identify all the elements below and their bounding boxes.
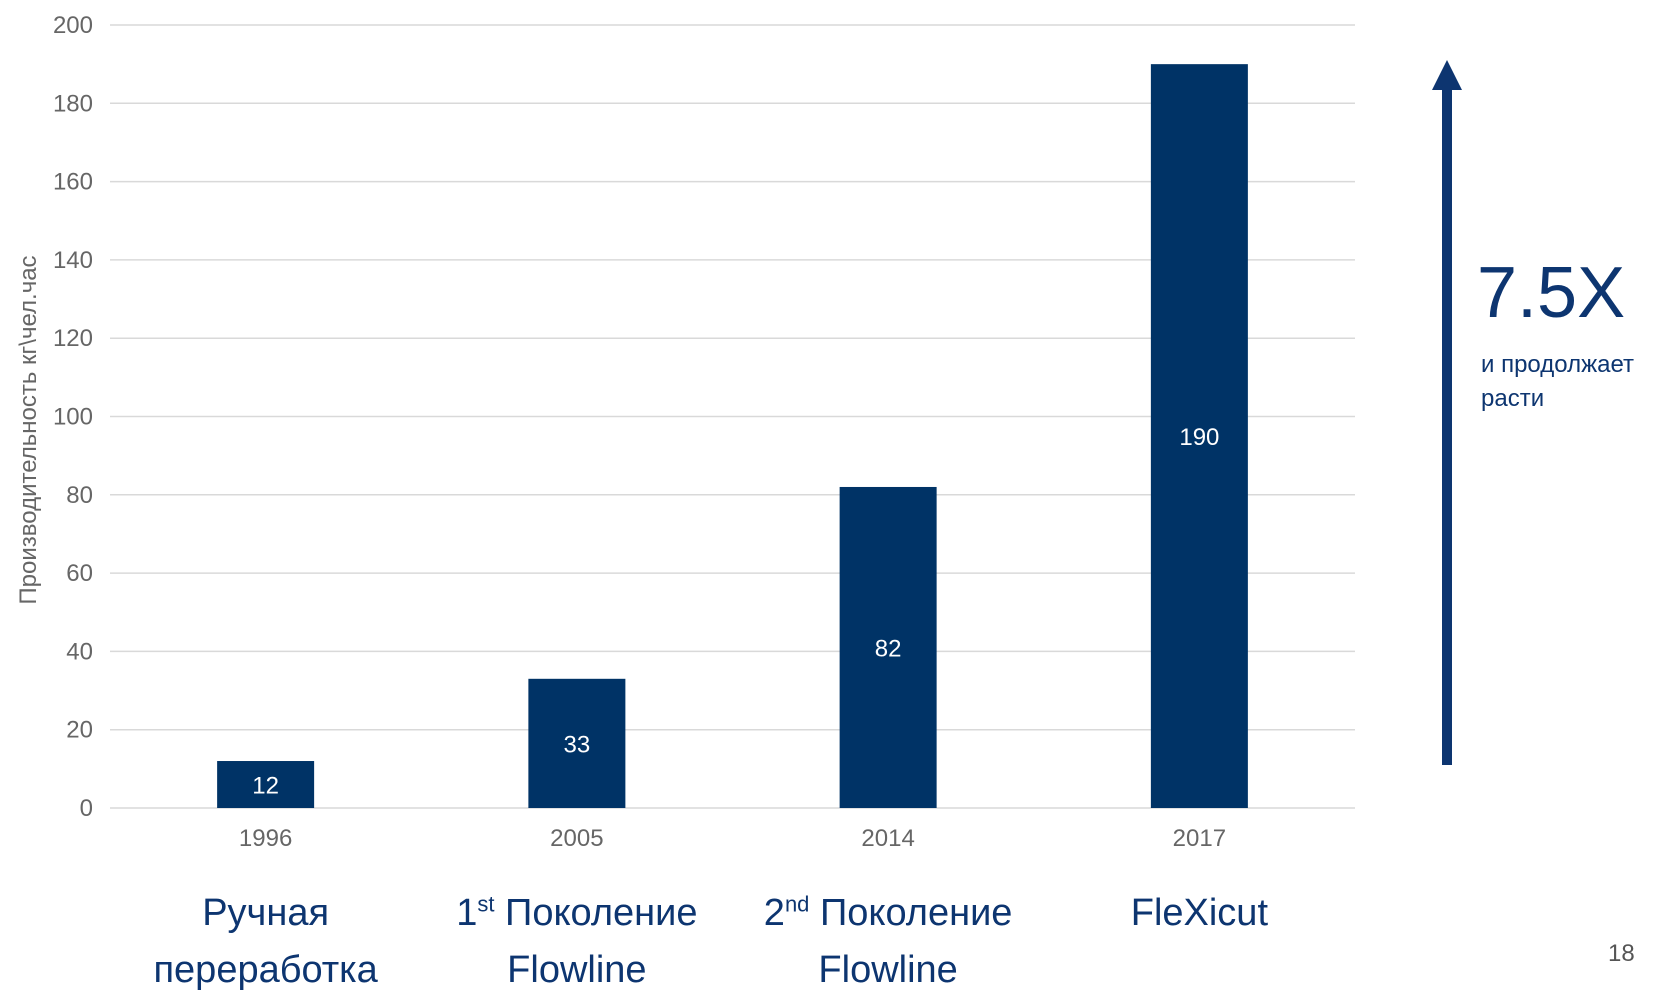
y-axis-label: Производительность кг\чел.час [15,255,42,604]
caption-line-2: Flowline [507,949,647,991]
growth-multiplier: 7.5X [1477,253,1626,333]
grid-lines [110,24,1355,809]
caption-text: Поколение [809,892,1013,934]
caption-line-2: Flowline [818,949,958,991]
y-tick-label: 160 [53,169,93,196]
data-label: 33 [564,731,591,758]
caption-superscript: st [477,891,495,917]
page-number: 18 [1608,940,1635,967]
data-label: 190 [1179,424,1219,451]
caption-line-1: Ручная [106,885,426,942]
y-tick-label: 100 [53,404,93,431]
y-tick-label: 20 [66,717,93,744]
bar-chart: 0 20 40 60 80 100 120 140 160 180 200 Производител… [15,12,1462,852]
caption-prefix: 1 [456,892,478,934]
y-tick-label: 180 [53,90,93,117]
y-tick-label: 140 [53,247,93,274]
data-label: 82 [875,635,902,662]
y-tick-label: 120 [53,325,93,352]
y-tick-label: 60 [66,560,93,587]
y-tick-label: 40 [66,638,93,665]
y-tick-label: 200 [53,12,93,39]
category-caption: FleXicut [1039,885,1359,942]
caption-line-1: 1st Поколение [417,885,737,942]
bar [217,761,315,808]
bar [1150,64,1248,808]
bar [528,678,626,808]
y-tick-labels: 0 20 40 60 80 100 120 140 160 180 200 [53,12,93,822]
x-tick-label: 2005 [550,825,603,852]
arrow-up-icon [1432,60,1462,765]
caption-superscript: nd [784,891,810,917]
bars: 12 33 82 190 [217,64,1248,808]
caption-line-1: FleXicut [1039,885,1359,942]
y-tick-label: 80 [66,482,93,509]
x-tick-label: 2014 [861,825,914,852]
caption-line-1: 2nd Поколение [728,885,1048,942]
caption-text: Поколение [494,892,698,934]
caption-text: FleXicut [1130,892,1269,934]
x-tick-label: 1996 [239,825,292,852]
category-caption: Ручная переработка [106,885,426,999]
growth-note: и продолжает расти [1481,351,1635,412]
caption-prefix: 2 [763,892,785,934]
caption-line-2: переработка [153,949,378,991]
y-tick-label: 0 [80,795,93,822]
data-label: 12 [252,773,279,800]
caption-text: Ручная [202,892,330,934]
bar [839,486,937,808]
category-caption: 2nd Поколение Flowline [728,885,1048,999]
x-tick-label: 2017 [1173,825,1226,852]
category-caption: 1st Поколение Flowline [417,885,737,999]
x-tick-labels: 1996 2005 2014 2017 [239,825,1226,852]
